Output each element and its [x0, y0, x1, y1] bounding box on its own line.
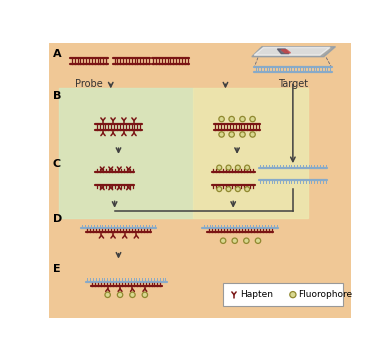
- Circle shape: [250, 116, 255, 122]
- Circle shape: [232, 238, 238, 243]
- Text: Probe: Probe: [75, 79, 103, 89]
- Circle shape: [255, 238, 261, 243]
- Circle shape: [105, 292, 110, 297]
- Circle shape: [217, 187, 222, 192]
- Text: C: C: [53, 159, 61, 169]
- Circle shape: [240, 132, 245, 137]
- Circle shape: [290, 292, 296, 298]
- Circle shape: [236, 187, 240, 192]
- Text: Fluorophore: Fluorophore: [298, 290, 353, 299]
- Bar: [223, 283, 343, 306]
- Text: Hapten: Hapten: [240, 290, 273, 299]
- Circle shape: [226, 165, 231, 170]
- Circle shape: [219, 132, 224, 137]
- Circle shape: [245, 187, 250, 192]
- Circle shape: [226, 187, 231, 192]
- Circle shape: [236, 165, 240, 170]
- Text: D: D: [53, 214, 62, 224]
- Circle shape: [240, 116, 245, 122]
- Circle shape: [219, 116, 224, 122]
- Circle shape: [250, 132, 255, 137]
- Circle shape: [220, 238, 226, 243]
- Circle shape: [142, 292, 147, 297]
- Circle shape: [244, 238, 249, 243]
- Circle shape: [245, 165, 250, 170]
- Text: B: B: [53, 91, 61, 101]
- Circle shape: [229, 132, 234, 137]
- Polygon shape: [254, 47, 330, 55]
- Bar: [193, 87, 308, 218]
- Circle shape: [130, 292, 135, 297]
- Circle shape: [117, 292, 123, 297]
- Text: E: E: [53, 264, 60, 274]
- Polygon shape: [281, 50, 291, 53]
- Text: A: A: [53, 49, 61, 59]
- Polygon shape: [252, 47, 335, 57]
- Bar: [49, 43, 351, 87]
- Polygon shape: [277, 49, 289, 54]
- Text: Target: Target: [278, 79, 308, 89]
- Bar: [59, 87, 193, 218]
- Circle shape: [217, 165, 222, 170]
- Circle shape: [229, 116, 234, 122]
